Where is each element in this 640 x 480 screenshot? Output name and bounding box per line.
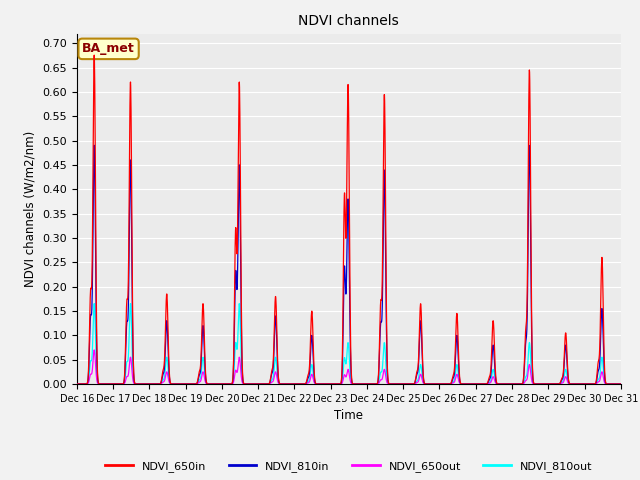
Title: NDVI channels: NDVI channels xyxy=(298,14,399,28)
X-axis label: Time: Time xyxy=(334,409,364,422)
Text: BA_met: BA_met xyxy=(82,42,135,55)
Legend: NDVI_650in, NDVI_810in, NDVI_650out, NDVI_810out: NDVI_650in, NDVI_810in, NDVI_650out, NDV… xyxy=(101,457,596,477)
Y-axis label: NDVI channels (W/m2/nm): NDVI channels (W/m2/nm) xyxy=(24,131,36,287)
